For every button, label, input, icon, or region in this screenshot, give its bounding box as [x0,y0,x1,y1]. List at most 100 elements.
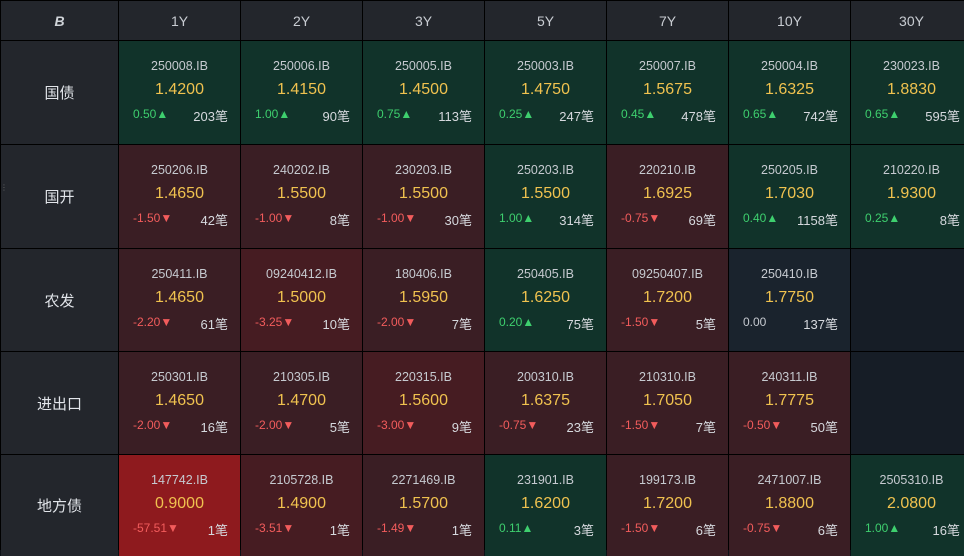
bond-quote-cell[interactable]: 250206.IB 1.4650 -1.50▼ 42笔 [119,145,240,248]
bp-change: -1.00▼ [377,211,416,225]
row-label: 国开 [1,145,118,248]
yield-rate: 1.4200 [155,81,204,98]
bp-change-value: 0.20 [499,315,523,329]
bond-quote-cell[interactable]: 250301.IB 1.4650 -2.00▼ 16笔 [119,352,240,454]
bond-code: 230203.IB [395,163,452,177]
bp-change-value: 1.00 [499,211,523,225]
arrow-down-icon: ▼ [282,418,295,432]
column-header-10y[interactable]: 10Y [729,1,850,40]
yield-rate: 1.7200 [643,289,692,306]
bond-quote-cell[interactable]: 250005.IB 1.4500 0.75▲ 113笔 [363,41,484,144]
bp-change: -1.00▼ [255,211,294,225]
bond-code: 250004.IB [761,59,818,73]
bond-code: 2505310.IB [879,473,944,487]
trade-count: 7笔 [695,420,716,435]
bond-quote-cell[interactable]: 200310.IB 1.6375 -0.75▼ 23笔 [485,352,606,454]
bond-quote-cell[interactable]: 230023.IB 1.8830 0.65▲ 595笔 [851,41,964,144]
bp-change-value: 0.65 [743,107,767,121]
arrow-down-icon: ▼ [648,521,661,535]
bond-quote-cell[interactable]: 240202.IB 1.5500 -1.00▼ 8笔 [241,145,362,248]
row-label: 进出口 [1,352,118,454]
trade-count: 16笔 [932,523,960,538]
bond-quote-cell[interactable]: 250006.IB 1.4150 1.00▲ 90笔 [241,41,362,144]
bond-quote-cell[interactable]: 250405.IB 1.6250 0.20▲ 75笔 [485,249,606,351]
bond-quote-cell[interactable]: 09250407.IB 1.7200 -1.50▼ 5笔 [607,249,728,351]
bp-change: -2.20▼ [133,315,172,329]
bp-change-value: -1.50 [621,418,649,432]
yield-rate: 1.6250 [521,289,570,306]
trade-count: 8笔 [939,213,960,228]
bp-change-value: -3.25 [255,315,283,329]
bond-quote-cell[interactable]: 2505310.IB 2.0800 1.00▲ 16笔 [851,455,964,556]
bond-quote-cell[interactable]: 210220.IB 1.9300 0.25▲ 8笔 [851,145,964,248]
bond-code: 2105728.IB [269,473,334,487]
bp-change: -2.00▼ [133,418,172,432]
trade-count: 595笔 [925,109,960,124]
bp-change: -2.00▼ [255,418,294,432]
bond-code: 240202.IB [273,163,330,177]
bp-change: -1.50▼ [133,211,172,225]
column-header-2y[interactable]: 2Y [241,1,362,40]
bond-quote-cell[interactable]: 2471007.IB 1.8800 -0.75▼ 6笔 [729,455,850,556]
bond-quote-cell[interactable]: 250003.IB 1.4750 0.25▲ 247笔 [485,41,606,144]
bp-change: 0.65▲ [865,107,900,121]
trade-count: 478笔 [681,109,716,124]
bond-quote-cell[interactable]: 210305.IB 1.4700 -2.00▼ 5笔 [241,352,362,454]
trade-count: 6笔 [817,523,838,538]
arrow-up-icon: ▲ [156,107,169,121]
bp-change-value: 0.11 [499,521,522,535]
bond-quote-cell[interactable]: 240311.IB 1.7775 -0.50▼ 50笔 [729,352,850,454]
bp-change: -57.51▼ [133,521,179,535]
trade-count: 113笔 [438,109,472,124]
bond-code: 250003.IB [517,59,574,73]
arrow-down-icon: ▼ [770,521,783,535]
bond-quote-cell[interactable]: 250203.IB 1.5500 1.00▲ 314笔 [485,145,606,248]
trade-count: 1笔 [451,523,472,538]
arrow-up-icon: ▲ [888,211,901,225]
yield-rate: 1.7775 [765,392,814,409]
bp-change-value: 0.45 [621,107,645,121]
arrow-down-icon: ▼ [282,211,295,225]
empty-cell [851,249,964,351]
bp-change-value: -2.00 [133,418,161,432]
yield-rate: 1.4150 [277,81,326,98]
bond-quote-cell[interactable]: 2105728.IB 1.4900 -3.51▼ 1笔 [241,455,362,556]
bond-quote-cell[interactable]: 250205.IB 1.7030 0.40▲ 1158笔 [729,145,850,248]
column-header-5y[interactable]: 5Y [485,1,606,40]
bp-change: 1.00▲ [255,107,290,121]
bond-quote-cell[interactable]: 147742.IB 0.9000 -57.51▼ 1笔 [119,455,240,556]
bond-quote-cell[interactable]: 250008.IB 1.4200 0.50▲ 203笔 [119,41,240,144]
bond-quote-cell[interactable]: 180406.IB 1.5950 -2.00▼ 7笔 [363,249,484,351]
row-label: 农发 [1,249,118,351]
bond-quote-cell[interactable]: 220315.IB 1.5600 -3.00▼ 9笔 [363,352,484,454]
column-header-7y[interactable]: 7Y [607,1,728,40]
column-header-3y[interactable]: 3Y [363,1,484,40]
bond-quote-cell[interactable]: 250410.IB 1.7750 0.00 137笔 [729,249,850,351]
trade-count: 61笔 [200,317,228,332]
bond-quote-cell[interactable]: 250004.IB 1.6325 0.65▲ 742笔 [729,41,850,144]
bond-code: 250411.IB [151,267,208,281]
bond-code: 250301.IB [151,370,208,384]
bond-code: 230023.IB [883,59,940,73]
brand-logo-icon: B [1,1,118,40]
arrow-up-icon: ▲ [522,107,535,121]
bp-change: 0.25▲ [865,211,900,225]
bond-quote-cell[interactable]: 210310.IB 1.7050 -1.50▼ 7笔 [607,352,728,454]
bp-change: 0.45▲ [621,107,656,121]
column-header-1y[interactable]: 1Y [119,1,240,40]
bond-quote-cell[interactable]: 250007.IB 1.5675 0.45▲ 478笔 [607,41,728,144]
resize-handle-icon[interactable]: ⋮ [0,183,8,192]
bond-quote-cell[interactable]: 231901.IB 1.6200 0.11▲ 3笔 [485,455,606,556]
yield-rate: 1.7050 [643,392,692,409]
trade-count: 5笔 [329,420,350,435]
bond-quote-cell[interactable]: 230203.IB 1.5500 -1.00▼ 30笔 [363,145,484,248]
bond-quote-cell[interactable]: 250411.IB 1.4650 -2.20▼ 61笔 [119,249,240,351]
bond-code: 220315.IB [395,370,452,384]
bond-quote-cell[interactable]: 199173.IB 1.7200 -1.50▼ 6笔 [607,455,728,556]
bond-quote-cell[interactable]: 2271469.IB 1.5700 -1.49▼ 1笔 [363,455,484,556]
column-header-30y[interactable]: 30Y [851,1,964,40]
bond-quote-cell[interactable]: 220210.IB 1.6925 -0.75▼ 69笔 [607,145,728,248]
bond-code: 199173.IB [639,473,696,487]
bond-quote-cell[interactable]: 09240412.IB 1.5000 -3.25▼ 10笔 [241,249,362,351]
bp-change-value: -1.00 [255,211,283,225]
